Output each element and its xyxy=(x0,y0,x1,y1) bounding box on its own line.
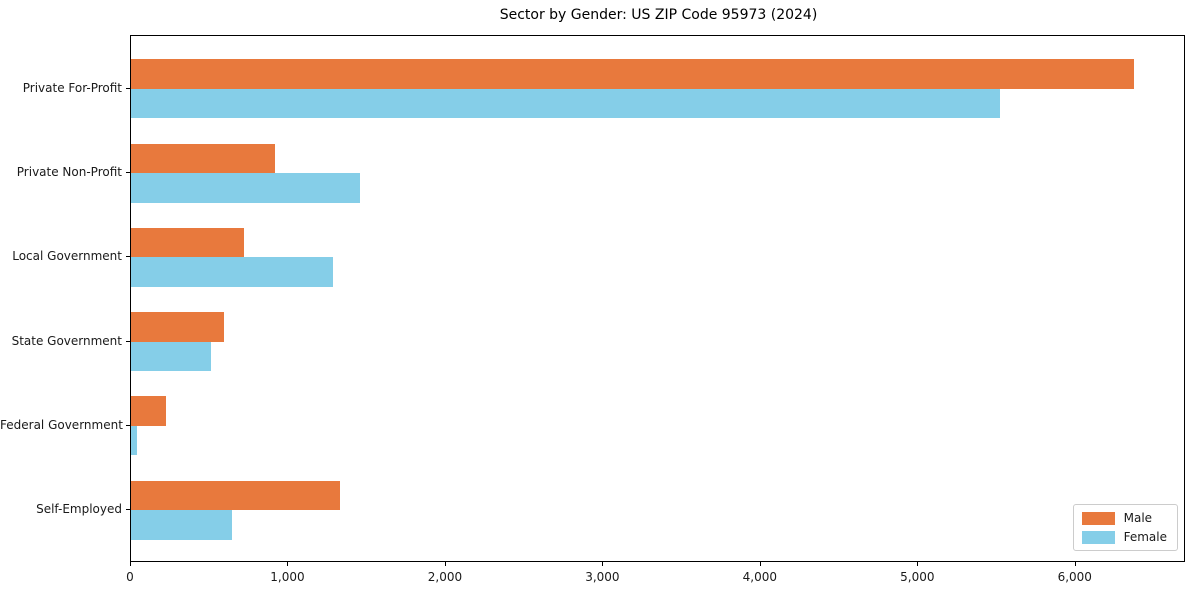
bar-male-self-employed xyxy=(131,480,340,511)
bar-female-private-for-profit xyxy=(131,88,1001,119)
xtick-mark xyxy=(444,562,446,566)
ytick-mark xyxy=(126,340,130,342)
xtick-label: 2,000 xyxy=(427,570,463,584)
xtick-mark xyxy=(1074,562,1076,566)
legend: Male Female xyxy=(1072,504,1178,551)
ytick-mark xyxy=(126,87,130,89)
xtick-mark xyxy=(602,562,604,566)
female-swatch-icon xyxy=(1081,530,1115,544)
bar-male-federal-government xyxy=(131,396,167,426)
bar-male-private-for-profit xyxy=(131,59,1135,89)
ytick-mark xyxy=(126,256,130,258)
ytick-label: Self-Employed xyxy=(36,502,122,517)
ytick-mark xyxy=(126,509,130,511)
ytick-label: State Government xyxy=(11,333,122,348)
xtick-mark xyxy=(917,562,919,566)
xtick-label: 6,000 xyxy=(1057,570,1092,584)
xtick-label: 5,000 xyxy=(900,570,935,584)
ytick-mark xyxy=(126,172,130,173)
chart-title: Sector by Gender: US ZIP Code 95973 (202… xyxy=(499,7,818,23)
ytick-label: Private For-Profit xyxy=(22,80,122,95)
xtick-mark xyxy=(759,562,761,566)
bar-female-state-government xyxy=(131,341,211,372)
bar-male-private-non-profit xyxy=(131,143,276,173)
xtick-mark xyxy=(287,562,289,566)
legend-entry-male: Male xyxy=(1081,511,1167,525)
ytick-label: Private Non-Profit xyxy=(16,165,122,179)
xtick-label: 0 xyxy=(126,570,134,584)
ytick-label: Federal Government xyxy=(0,417,123,432)
bar-female-private-non-profit xyxy=(131,173,361,203)
xtick-mark xyxy=(130,562,131,566)
plot-area xyxy=(130,35,1185,562)
legend-label-male: Male xyxy=(1123,511,1153,525)
legend-entry-female: Female xyxy=(1081,530,1167,544)
ytick-label: Local Government xyxy=(12,249,122,264)
legend-label-female: Female xyxy=(1123,530,1167,544)
xtick-label: 4,000 xyxy=(742,570,778,584)
bar-male-state-government xyxy=(131,312,224,342)
bar-male-local-government xyxy=(131,227,245,258)
bar-female-local-government xyxy=(131,257,333,287)
xtick-label: 3,000 xyxy=(585,570,620,584)
ytick-mark xyxy=(126,424,130,426)
male-swatch-icon xyxy=(1081,511,1115,525)
bar-female-federal-government xyxy=(131,425,137,456)
bar-female-self-employed xyxy=(131,510,232,540)
xtick-label: 1,000 xyxy=(270,570,305,584)
